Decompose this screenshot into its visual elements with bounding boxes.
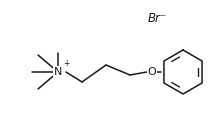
- Text: +: +: [63, 59, 69, 68]
- Text: Br⁻: Br⁻: [148, 12, 167, 25]
- Text: N: N: [54, 67, 62, 77]
- Text: O: O: [148, 67, 156, 77]
